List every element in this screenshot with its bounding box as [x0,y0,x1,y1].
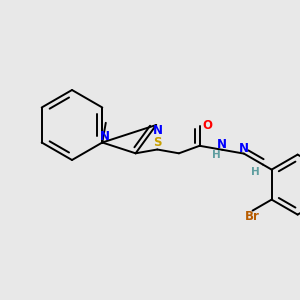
Text: H: H [250,167,259,177]
Text: S: S [153,136,161,149]
Text: O: O [202,119,213,132]
Text: H: H [212,150,220,160]
Text: N: N [153,124,163,137]
Text: N: N [217,138,227,151]
Text: Br: Br [245,210,260,223]
Text: N: N [239,142,249,155]
Text: N: N [100,130,110,143]
